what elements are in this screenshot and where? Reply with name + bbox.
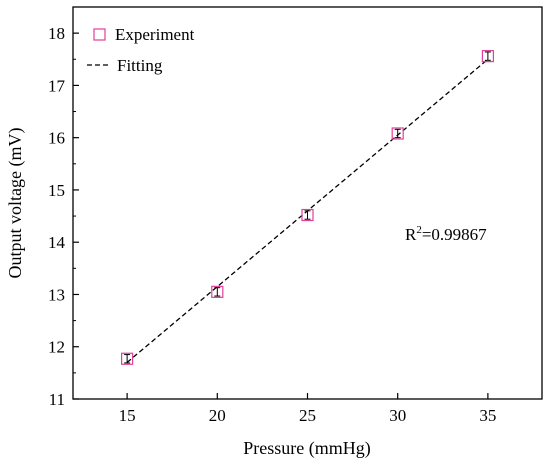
x-tick-label: 30: [389, 406, 406, 425]
legend-experiment-symbol: [93, 28, 106, 41]
experiment-point: [301, 208, 314, 222]
y-tick-label: 16: [48, 129, 65, 148]
x-tick-label: 35: [479, 406, 496, 425]
axis-ticks: 15 20 25 30 35 11 12 13 14 15 16 17 18: [48, 24, 496, 425]
y-axis-title: Output voltage (mV): [5, 128, 26, 279]
experiment-point: [481, 50, 494, 63]
experiment-marker: [211, 285, 224, 298]
y-tick-label: 13: [48, 285, 65, 304]
experiment-point: [211, 285, 224, 298]
experiment-marker: [121, 352, 134, 365]
r-squared-annotation: R2=0.99867: [405, 224, 487, 244]
experiment-marker: [481, 50, 494, 63]
experiment-marker: [301, 208, 314, 222]
experiment-point: [391, 127, 404, 140]
r-squared-prefix: R: [405, 225, 417, 244]
y-tick-label: 12: [48, 338, 65, 357]
y-tick-label: 15: [48, 181, 65, 200]
x-tick-label: 15: [119, 406, 136, 425]
y-tick-label: 11: [49, 390, 65, 409]
legend-fitting-label: Fitting: [117, 56, 163, 75]
legend: Experiment Fitting: [87, 25, 195, 75]
r-squared-superscript: 2: [416, 224, 422, 236]
legend-experiment-label: Experiment: [115, 25, 195, 44]
experiment-markers: [121, 50, 494, 365]
y-tick-label: 14: [48, 233, 66, 252]
r-squared-value: =0.99867: [422, 225, 487, 244]
x-tick-label: 20: [209, 406, 226, 425]
experiment-marker: [391, 127, 404, 140]
y-tick-label: 17: [48, 76, 66, 95]
x-tick-label: 25: [299, 406, 316, 425]
x-axis-title: Pressure (mmHg): [243, 438, 370, 459]
experiment-point: [121, 352, 134, 365]
y-tick-label: 18: [48, 24, 65, 43]
